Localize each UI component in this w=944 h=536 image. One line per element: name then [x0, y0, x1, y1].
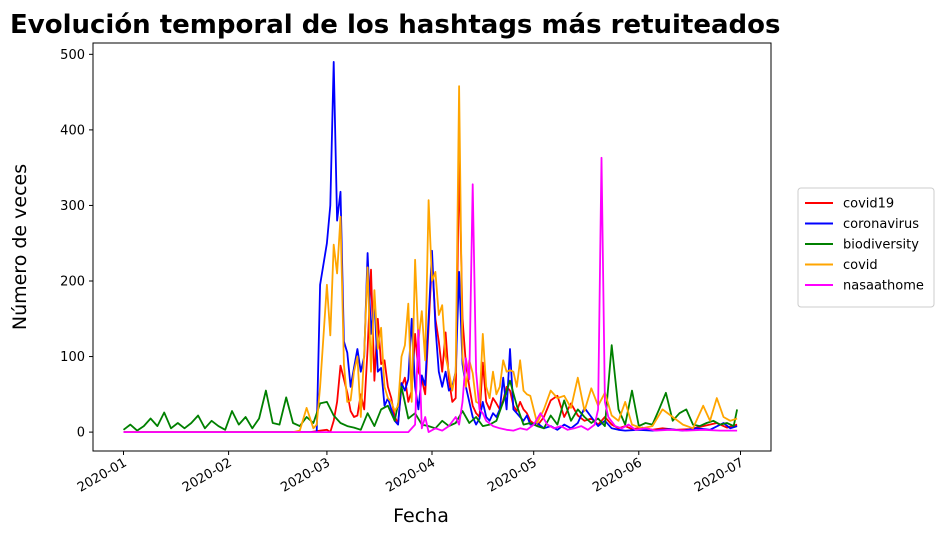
x-axis: 2020-01 2020-02 2020-03 2020-04 2020-05 2020-…	[75, 451, 747, 496]
y-axis-label: Número de veces	[9, 164, 31, 330]
legend-label-covid: covid	[843, 258, 878, 273]
legend-frame	[797, 187, 935, 308]
chart-title: Evolución temporal de los hashtags más r…	[10, 10, 780, 40]
series-line-biodiversity	[122, 344, 738, 432]
y-tick-label: 100	[60, 350, 85, 365]
x-tick-label: 2020-03	[278, 455, 333, 495]
y-tick-label: 0	[77, 426, 85, 441]
legend-label-biodiversity: biodiversity	[843, 238, 919, 253]
x-tick-label: 2020-02	[180, 455, 235, 495]
series-layer	[122, 61, 738, 433]
x-axis-label: Fecha	[393, 505, 449, 527]
y-tick-label: 500	[60, 48, 85, 63]
legend-label-covid19: covid19	[843, 197, 894, 212]
series-line-covid	[123, 85, 738, 433]
plot-frame	[92, 42, 772, 452]
x-tick-label: 2020-04	[383, 455, 438, 495]
y-tick-label: 400	[60, 123, 85, 138]
series-line-nasaathome	[123, 156, 738, 433]
y-tick-label: 300	[60, 199, 85, 214]
x-tick-label: 2020-06	[590, 455, 645, 495]
y-tick-label: 200	[60, 275, 85, 290]
y-axis: 0 100 200 300 400 500	[60, 48, 93, 441]
legend-label-coronavirus: coronavirus	[843, 217, 919, 232]
x-tick-label: 2020-07	[692, 455, 747, 495]
legend: covid19 coronavirus biodiversity covid nasaa…	[797, 187, 935, 308]
x-tick-label: 2020-01	[75, 455, 130, 495]
legend-label-nasaathome: nasaathome	[843, 279, 924, 294]
x-tick-label: 2020-05	[485, 455, 540, 495]
